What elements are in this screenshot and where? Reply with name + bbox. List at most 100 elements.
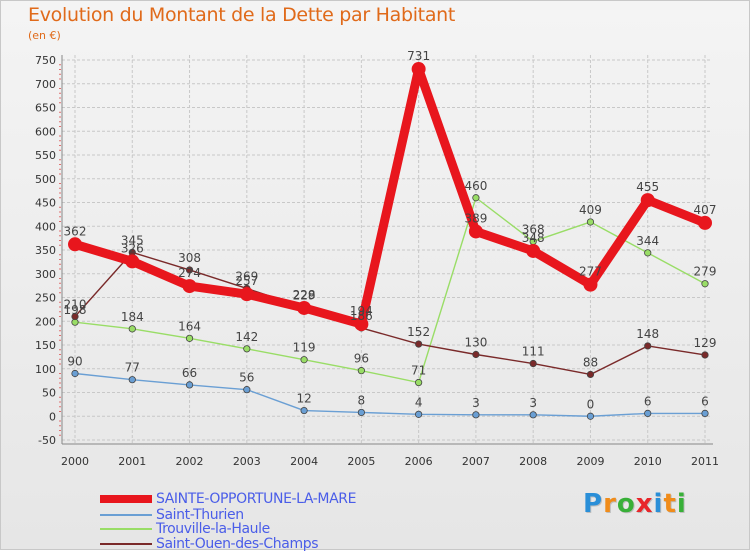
data-point xyxy=(526,243,541,258)
y-tick-label: 350 xyxy=(35,244,56,257)
data-point xyxy=(586,412,595,420)
data-label: 389 xyxy=(464,211,487,225)
y-minor-tick xyxy=(59,197,61,199)
data-label: 111 xyxy=(522,345,545,359)
data-label: 460 xyxy=(464,179,487,193)
data-label: 164 xyxy=(178,319,201,333)
legend-swatch xyxy=(100,514,152,516)
data-point xyxy=(300,406,308,415)
logo-letter: i xyxy=(676,489,687,519)
series-line-sainte-opportune-la-mare xyxy=(70,64,710,329)
data-label: 407 xyxy=(694,203,717,217)
data-label: 277 xyxy=(579,265,602,279)
data-point xyxy=(243,345,251,353)
data-label: 3 xyxy=(472,396,480,410)
y-minor-tick xyxy=(59,164,61,165)
y-tick-label: 50 xyxy=(42,387,56,400)
logo-letter: i xyxy=(653,489,664,519)
data-label: 308 xyxy=(178,251,201,265)
y-minor-tick xyxy=(59,259,61,260)
y-minor-tick xyxy=(59,121,61,123)
data-point xyxy=(586,218,595,226)
y-tick-label: 550 xyxy=(35,149,56,162)
y-minor-tick xyxy=(59,339,61,341)
y-tick-label: 100 xyxy=(35,363,56,376)
y-minor-tick xyxy=(59,263,61,265)
logo-letter: x xyxy=(635,489,654,519)
y-tick-label: 0 xyxy=(49,410,56,423)
data-point xyxy=(354,317,369,332)
y-minor-tick xyxy=(59,168,61,170)
y-minor-tick xyxy=(59,377,61,379)
data-label: 152 xyxy=(407,325,430,339)
x-tick-label: 2011 xyxy=(691,455,719,468)
y-minor-tick xyxy=(59,187,61,189)
data-label: 186 xyxy=(350,309,373,323)
data-label: 56 xyxy=(239,371,254,385)
y-minor-tick xyxy=(59,159,61,161)
y-minor-tick xyxy=(59,382,61,384)
y-minor-tick xyxy=(59,349,61,351)
data-label: 148 xyxy=(636,327,659,341)
data-point xyxy=(411,62,426,77)
y-minor-tick xyxy=(59,173,61,175)
data-point xyxy=(701,409,709,417)
series-line-trouville-la-haule xyxy=(74,197,706,384)
y-minor-tick xyxy=(59,292,61,294)
y-minor-tick xyxy=(59,111,61,113)
data-point xyxy=(68,237,82,252)
y-minor-tick xyxy=(59,434,61,436)
y-minor-tick xyxy=(59,354,61,355)
series-line-saint-thurien xyxy=(74,372,706,417)
y-minor-tick xyxy=(59,396,61,398)
x-tick-label: 2005 xyxy=(347,455,375,468)
data-label: 362 xyxy=(64,224,87,238)
x-tick-label: 2010 xyxy=(634,455,662,468)
y-minor-tick xyxy=(59,311,61,313)
y-minor-tick xyxy=(59,387,61,389)
chart-title: Evolution du Montant de la Dette par Hab… xyxy=(28,4,456,26)
y-minor-tick xyxy=(59,126,61,127)
data-point xyxy=(239,287,254,302)
y-minor-tick xyxy=(59,335,61,336)
data-label: 3 xyxy=(529,396,537,410)
legend-swatch xyxy=(100,528,152,530)
data-point xyxy=(300,356,308,364)
y-minor-tick xyxy=(59,268,61,270)
y-tick-label: 400 xyxy=(35,220,56,233)
legend-label: Saint-Ouen-des-Champs xyxy=(156,536,319,552)
series-line-saint-ouen-des-champs xyxy=(74,251,706,376)
data-label: 90 xyxy=(67,355,82,369)
y-minor-tick xyxy=(59,183,61,184)
data-point xyxy=(698,215,712,230)
data-point xyxy=(701,280,709,288)
data-label: 142 xyxy=(235,330,258,344)
data-point xyxy=(586,370,595,379)
x-tick-label: 2003 xyxy=(233,455,261,468)
data-point xyxy=(243,386,251,394)
data-point xyxy=(644,342,652,350)
y-minor-tick xyxy=(59,145,61,146)
y-minor-tick xyxy=(59,216,61,218)
logo-letter: t xyxy=(663,489,677,519)
data-label: 344 xyxy=(636,234,659,248)
y-minor-tick xyxy=(59,254,61,256)
y-tick-label: 700 xyxy=(35,78,56,91)
data-label: 228 xyxy=(293,288,316,302)
data-label: 66 xyxy=(182,366,197,380)
data-point xyxy=(128,325,136,333)
y-minor-tick xyxy=(59,92,61,94)
y-minor-tick xyxy=(59,425,61,427)
y-tick-label: -50 xyxy=(38,434,56,447)
data-label: 279 xyxy=(694,265,717,279)
y-minor-tick xyxy=(59,401,61,403)
data-label: 77 xyxy=(125,361,140,375)
x-tick-label: 2009 xyxy=(576,455,604,468)
data-label: 6 xyxy=(701,394,709,408)
y-minor-tick xyxy=(59,306,61,308)
data-point xyxy=(71,369,79,378)
data-point xyxy=(529,359,537,368)
x-tick-label: 2007 xyxy=(462,455,490,468)
data-label: 4 xyxy=(415,395,423,409)
